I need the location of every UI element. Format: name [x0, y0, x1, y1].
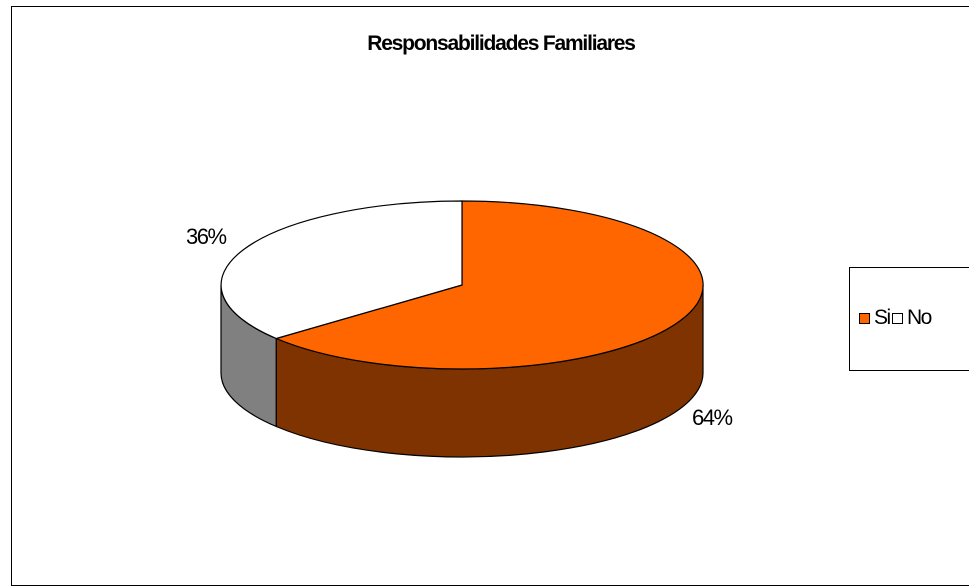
chart-title: Responsabilidades Familiares	[367, 32, 636, 55]
legend-swatch-si	[859, 312, 870, 324]
data-label-no: 36%	[186, 224, 227, 249]
data-label-si: 64%	[692, 405, 733, 430]
legend-item-si: Si	[859, 306, 891, 330]
pie-slice-no	[220, 200, 463, 340]
legend-item-no: No	[892, 306, 932, 330]
legend-label-no: No	[907, 306, 932, 329]
pie-slice-si	[274, 200, 704, 370]
legend-label-si: Si	[874, 306, 891, 329]
legend: Si No	[849, 267, 969, 371]
legend-swatch-no	[892, 312, 903, 324]
pie-chart	[220, 200, 704, 458]
